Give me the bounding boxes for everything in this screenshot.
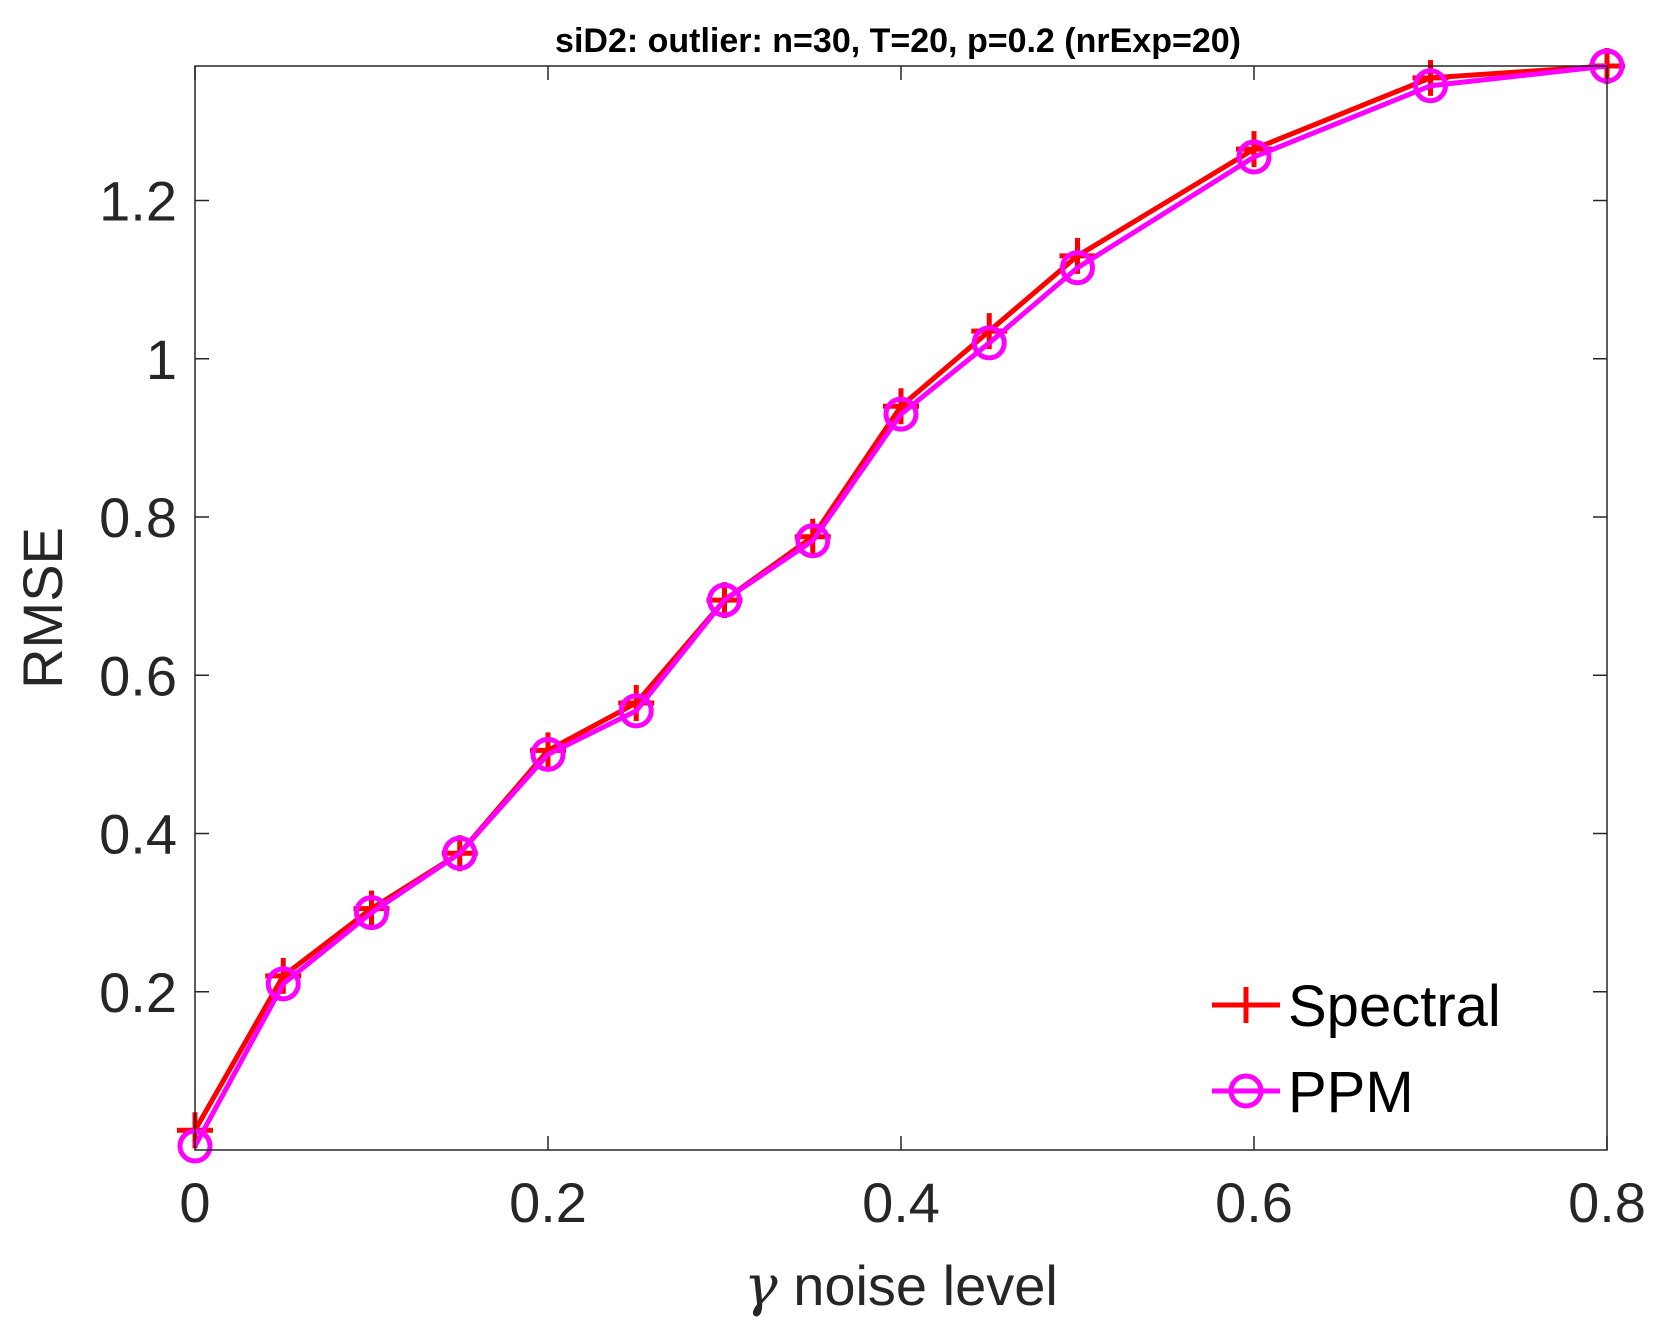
x-tick-label: 0.8 [1568,1171,1646,1234]
legend-label: PPM [1288,1060,1414,1125]
ppm-point [354,895,389,931]
x-axis-label-symbol: γ [744,1254,778,1319]
x-axis-label-text: noise level [778,1254,1058,1317]
legend-marker [1228,1073,1264,1109]
ppm-point [1413,68,1448,104]
plot-frame [194,65,1608,1151]
ppm-point [530,736,566,772]
plot-area [195,66,1607,1150]
ppm-point [1060,250,1095,286]
legend-marker [1228,987,1264,1023]
legend-entry-ppm: PPM [1212,1060,1414,1125]
y-tick-label: 1.2 [99,170,177,233]
ppm-point [971,325,1007,361]
y-tick-label: 0.8 [99,486,177,549]
legend: Spectral PPM [1212,974,1501,1125]
y-axis-label: RMSE [11,527,74,689]
y-tick-label: 0.2 [99,961,177,1024]
ppm-point [265,966,301,1002]
ppm-point [618,693,654,729]
ppm-point [707,582,742,618]
ppm-point [795,523,831,559]
x-axis-label: γ noise level [744,1254,1058,1319]
ppm-point [1236,139,1272,175]
chart-title: siD2: outlier: n=30, T=20, p=0.2 (nrExp=… [555,22,1241,60]
y-tick-label: 1 [146,328,177,391]
legend-entry-spectral: Spectral [1212,974,1501,1039]
ppm-point [883,396,919,432]
legend-label: Spectral [1288,974,1501,1039]
x-tick-label: 0 [179,1171,210,1234]
ppm-line [192,63,1608,1148]
tick-labels: 0 0.2 0.4 0.6 0.8 0.2 0.4 0.6 0.8 1 1.2 [99,170,1646,1234]
x-tick-label: 0.2 [509,1171,587,1234]
series-ppm [177,48,1625,1164]
x-tick-label: 0.6 [1215,1171,1293,1234]
x-tick-label: 0.4 [862,1171,940,1234]
ppm-point [442,835,478,871]
y-tick-label: 0.4 [99,803,177,866]
y-tick-label: 0.6 [99,644,177,707]
